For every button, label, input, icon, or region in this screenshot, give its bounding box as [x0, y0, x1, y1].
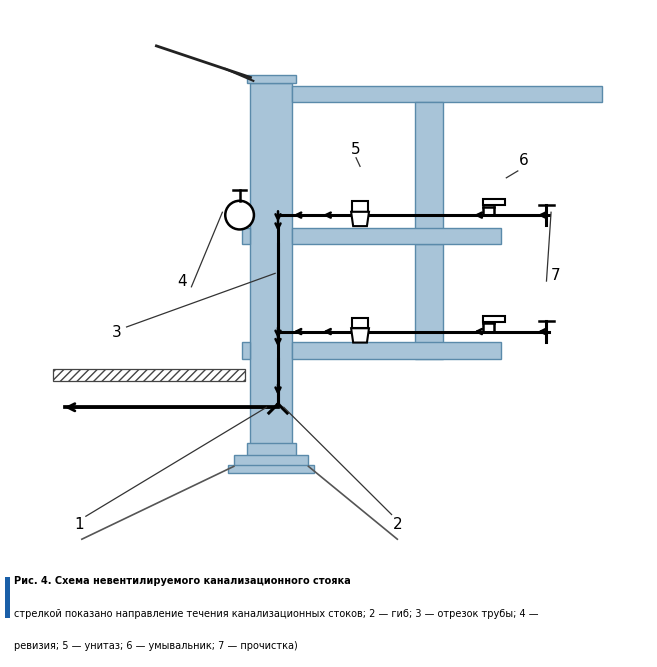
Polygon shape — [351, 212, 369, 226]
Bar — [292, 227, 501, 244]
Bar — [484, 316, 505, 322]
Text: 6: 6 — [518, 153, 528, 168]
Text: Рис. 4. Схема невентилируемого канализационного стояка: Рис. 4. Схема невентилируемого канализац… — [14, 576, 351, 586]
Bar — [250, 83, 292, 456]
Bar — [352, 317, 368, 328]
Circle shape — [225, 201, 254, 229]
Bar — [247, 75, 296, 83]
Bar — [292, 342, 501, 359]
Bar — [415, 244, 443, 359]
Bar — [352, 201, 368, 212]
Bar — [484, 199, 505, 205]
Bar — [234, 455, 308, 466]
Text: 1: 1 — [74, 518, 84, 532]
Text: стрелкой показано направление течения канализационных стоков; 2 — гиб; 3 — отрез: стрелкой показано направление течения ка… — [14, 609, 539, 619]
Bar — [242, 342, 250, 359]
Bar — [247, 444, 296, 456]
Text: 4: 4 — [177, 273, 187, 289]
Polygon shape — [351, 328, 369, 343]
Bar — [242, 227, 250, 244]
Bar — [53, 369, 245, 382]
Bar — [228, 465, 314, 474]
Text: 3: 3 — [112, 325, 121, 340]
Text: ревизия; 5 — унитаз; 6 — умывальник; 7 — прочистка): ревизия; 5 — унитаз; 6 — умывальник; 7 —… — [14, 641, 298, 651]
Bar — [5, 578, 10, 618]
Bar — [292, 86, 602, 102]
Bar — [415, 102, 443, 244]
Text: 5: 5 — [351, 141, 361, 157]
Text: 7: 7 — [551, 268, 560, 283]
Text: 2: 2 — [392, 518, 402, 532]
